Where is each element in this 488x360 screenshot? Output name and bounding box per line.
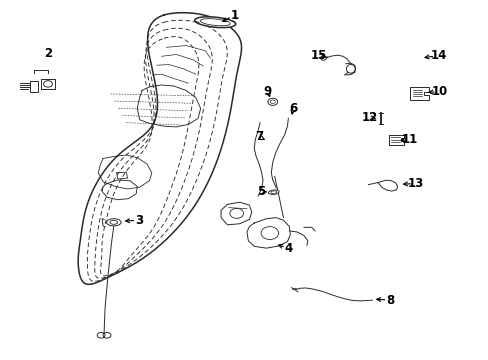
- Text: 7: 7: [255, 130, 263, 144]
- Ellipse shape: [106, 219, 121, 226]
- Text: 3: 3: [135, 214, 143, 227]
- Ellipse shape: [268, 190, 279, 194]
- Ellipse shape: [110, 220, 118, 224]
- Text: 12: 12: [362, 112, 378, 125]
- Polygon shape: [246, 218, 290, 248]
- Text: 6: 6: [288, 102, 297, 115]
- Text: 5: 5: [257, 185, 265, 198]
- Text: 2: 2: [44, 47, 52, 60]
- Ellipse shape: [270, 191, 276, 193]
- Text: 11: 11: [401, 133, 418, 146]
- Text: 10: 10: [430, 85, 447, 98]
- Text: 13: 13: [407, 177, 424, 190]
- Ellipse shape: [346, 64, 354, 73]
- Text: 8: 8: [386, 294, 394, 307]
- Text: 4: 4: [284, 242, 292, 255]
- Text: 15: 15: [310, 49, 326, 62]
- Ellipse shape: [194, 17, 235, 28]
- Text: 1: 1: [230, 9, 238, 22]
- Text: 14: 14: [429, 49, 446, 62]
- Text: 9: 9: [263, 85, 271, 98]
- Polygon shape: [221, 202, 251, 225]
- Ellipse shape: [200, 19, 230, 26]
